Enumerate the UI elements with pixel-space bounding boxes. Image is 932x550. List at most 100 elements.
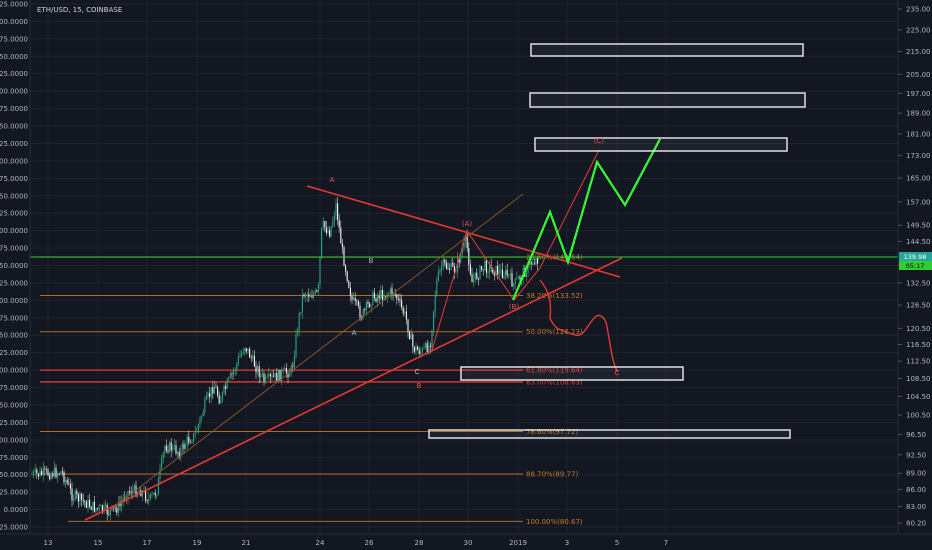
drawings[interactable] xyxy=(30,43,898,521)
candle-body xyxy=(282,369,284,372)
candle-body xyxy=(380,290,382,299)
bullish-projection[interactable] xyxy=(511,138,661,301)
candle-body xyxy=(209,393,211,397)
candle-body xyxy=(402,307,404,314)
candle-body xyxy=(511,273,513,287)
left-tick-label: 475.0000 xyxy=(0,175,28,183)
candle-body xyxy=(76,491,78,495)
candle-body xyxy=(119,502,121,506)
candle-body xyxy=(442,259,444,267)
channel-line[interactable] xyxy=(109,193,524,511)
candle-body xyxy=(284,368,286,370)
bearish-projection[interactable] xyxy=(539,279,619,373)
support-trendline[interactable] xyxy=(84,257,623,521)
target-zone-box[interactable] xyxy=(428,429,791,439)
candle-body xyxy=(449,269,451,270)
candle-body xyxy=(300,311,302,314)
left-axis[interactable]: -25.0000 0.0000 25.0000 50.0000 75.0000 100.0… xyxy=(0,1,28,532)
candle-body xyxy=(196,430,198,433)
target-zone-box[interactable] xyxy=(530,43,804,57)
wave-label: (A) xyxy=(462,220,473,228)
fib-level-label: 100.00%(80.67) xyxy=(526,518,583,526)
candle-body xyxy=(445,263,447,269)
wave-label: C xyxy=(615,369,620,377)
candle-body xyxy=(202,412,204,417)
candle-body xyxy=(255,366,257,373)
candle-body xyxy=(63,471,65,483)
left-tick-label: 700.0000 xyxy=(0,18,28,26)
candle-body xyxy=(431,329,433,347)
candle-body xyxy=(183,443,185,449)
candle-body xyxy=(365,302,367,310)
candle-body xyxy=(474,272,476,280)
candle-body xyxy=(537,258,539,264)
candle-body xyxy=(399,299,401,301)
candle-body xyxy=(485,260,487,273)
candle-body xyxy=(447,268,449,270)
candle-body xyxy=(60,471,62,475)
right-tick-label: 92.50 xyxy=(906,451,926,459)
left-tick-label: 175.0000 xyxy=(0,384,28,392)
symbol-title[interactable]: ETH/USD, 15, COINBASE xyxy=(37,6,122,14)
fib-level-label: 38.20%(133.52) xyxy=(526,292,583,300)
candle-body xyxy=(52,473,54,477)
candle-body xyxy=(369,303,371,307)
candle-body xyxy=(309,296,311,298)
candle-body xyxy=(61,471,63,473)
candle-body xyxy=(501,269,503,279)
candle-body xyxy=(356,300,358,302)
target-zone-box[interactable] xyxy=(460,366,684,381)
candle-body xyxy=(188,436,190,443)
candle-body xyxy=(237,357,239,364)
candle-body xyxy=(492,268,494,274)
candle-body xyxy=(473,279,475,283)
candle-body xyxy=(525,273,527,277)
candle-body xyxy=(364,309,366,311)
candle-body xyxy=(313,294,315,298)
candle-body xyxy=(289,372,291,378)
candle-body xyxy=(92,501,94,510)
candle-body xyxy=(338,220,340,228)
candle-body xyxy=(516,278,518,280)
candle-body xyxy=(535,258,537,264)
candle-body xyxy=(417,346,419,350)
candle-body xyxy=(423,347,425,349)
candle-body xyxy=(161,458,163,469)
candle-body xyxy=(265,376,267,382)
target-zone-box[interactable] xyxy=(529,92,806,108)
candle-body xyxy=(169,442,171,452)
candle-body xyxy=(471,274,473,283)
candle-body xyxy=(469,264,471,275)
candle-body xyxy=(329,230,331,237)
candle-body xyxy=(109,510,111,515)
candle-body xyxy=(285,368,287,374)
time-tick-label: 26 xyxy=(365,539,374,547)
candle-body xyxy=(343,247,345,266)
candle-body xyxy=(199,417,201,425)
candle-body xyxy=(303,294,305,297)
candle-body xyxy=(170,442,172,451)
candle-body xyxy=(297,329,299,335)
fib-level-label: 50.00%(126.23) xyxy=(526,328,583,336)
wave-label: C xyxy=(415,368,420,376)
candle-body xyxy=(239,356,241,358)
target-zone-box[interactable] xyxy=(534,137,788,152)
candle-body xyxy=(213,386,215,394)
candle-body xyxy=(415,346,417,352)
candle-body xyxy=(223,386,225,392)
candle-body xyxy=(290,365,292,373)
time-axis[interactable]: 13 15 17 19 21 24 26 28 30 2019 3 5 7 xyxy=(44,539,669,547)
candle-body xyxy=(157,478,159,496)
candle-body xyxy=(108,514,110,515)
candle-body xyxy=(84,500,86,502)
candle-body xyxy=(236,363,238,370)
candle-body xyxy=(466,235,468,249)
candle-body xyxy=(156,495,158,496)
wave-label: (B) xyxy=(509,303,520,311)
time-axis-panel xyxy=(0,534,932,550)
right-axis[interactable]: 80.20 83.00 86.00 89.00 92.50 96.50 100.50 104.… xyxy=(898,6,931,528)
candle-body xyxy=(194,432,196,434)
time-tick-label: 7 xyxy=(664,539,668,547)
